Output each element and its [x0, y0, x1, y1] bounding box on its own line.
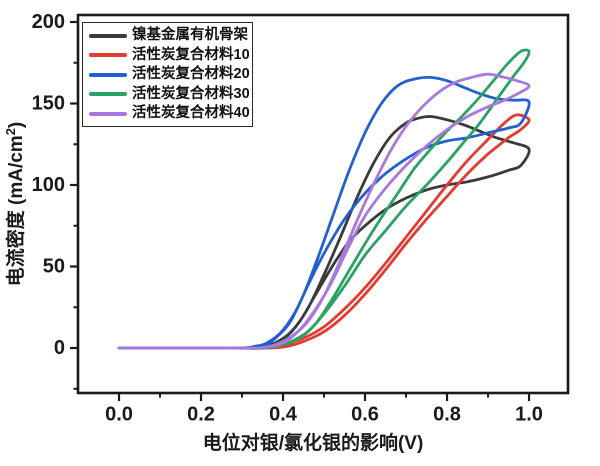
y-tick-label: 50	[43, 256, 65, 278]
x-tick-label: 0.2	[187, 404, 215, 426]
legend-label: 活性炭复合材料30	[132, 85, 250, 102]
y-tick-label: 200	[32, 11, 65, 33]
series-line-swatch	[89, 72, 127, 77]
series-curve	[117, 75, 531, 350]
y-axis-title: 电流密度 (mA/cm2)	[3, 122, 27, 287]
legend: 镍基金属有机骨架 活性炭复合材料10 活性炭复合材料20 活性炭复合材料30 活…	[82, 22, 253, 127]
series-line-swatch	[89, 92, 127, 97]
series-curve	[117, 115, 531, 350]
x-tick-label: 0.4	[269, 404, 298, 426]
axis-frame	[76, 13, 570, 395]
legend-item: 活性炭复合材料40	[89, 104, 252, 124]
x-tick-label: 1.0	[515, 404, 543, 426]
curves-layer	[117, 48, 531, 350]
x-tick-label: 0.0	[105, 404, 133, 426]
y-tick-label: 0	[54, 337, 65, 359]
series-curve	[117, 113, 531, 350]
legend-item: 镍基金属有机骨架	[89, 26, 252, 46]
y-tick-label: 150	[32, 93, 65, 115]
tick-labels: 0.0 0.2 0.4 0.6 0.8 1.0 0 50 100 150 200	[32, 11, 543, 426]
x-tick-label: 0.6	[351, 404, 379, 426]
y-tick-label: 100	[32, 174, 65, 196]
series-line-swatch	[89, 33, 127, 38]
legend-label: 活性炭复合材料20	[132, 66, 250, 83]
x-tick-label: 0.8	[433, 404, 461, 426]
legend-item: 活性炭复合材料10	[89, 46, 252, 66]
series-line-swatch	[89, 111, 127, 116]
x-axis-title: 电位对银/氯化银的影响(V)	[203, 431, 424, 454]
legend-item: 活性炭复合材料30	[89, 85, 252, 105]
axis-ticks	[70, 20, 531, 401]
plot-frame	[76, 13, 570, 395]
legend-item: 活性炭复合材料20	[89, 65, 252, 85]
series-curve	[117, 72, 531, 350]
legend-label: 活性炭复合材料10	[132, 46, 250, 63]
legend-label: 镍基金属有机骨架	[132, 27, 248, 44]
legend-label: 活性炭复合材料40	[132, 105, 250, 122]
series-curve	[117, 48, 531, 350]
series-line-swatch	[89, 53, 127, 58]
